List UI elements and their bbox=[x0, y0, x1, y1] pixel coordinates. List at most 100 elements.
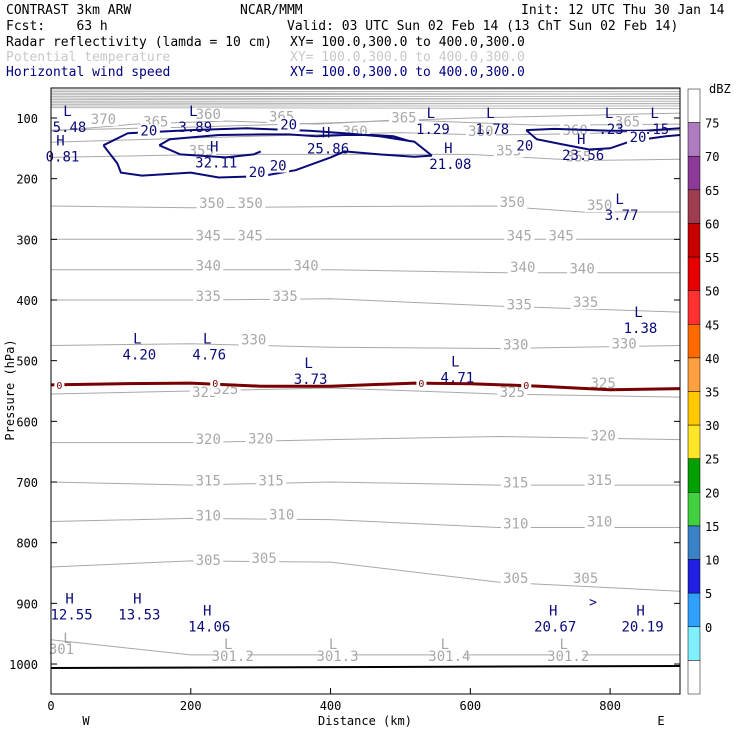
low-marker: L bbox=[63, 104, 71, 120]
high-marker: H bbox=[322, 125, 330, 141]
theta-label: 315 bbox=[587, 473, 612, 489]
theta-label: 345 bbox=[196, 228, 221, 244]
theta-label-bg bbox=[291, 259, 322, 273]
low-marker: L bbox=[133, 332, 141, 348]
theta-label-bg bbox=[193, 229, 224, 243]
theta-label-bg bbox=[266, 508, 297, 522]
x-tick-label: 400 bbox=[320, 699, 342, 713]
y-tick-label: 300 bbox=[16, 233, 38, 247]
header-field-name: Horizontal wind speed bbox=[6, 65, 170, 80]
theta-top-line bbox=[50, 98, 681, 101]
theta-top-line bbox=[50, 93, 681, 96]
y-tick-label: 600 bbox=[16, 415, 38, 429]
extremum-value: .15 bbox=[644, 122, 669, 138]
theta-label: 330 bbox=[611, 336, 636, 352]
header-field-xy: XY= 100.0,300.0 to 400.0,300.0 bbox=[290, 50, 525, 65]
low-marker: L bbox=[203, 332, 211, 348]
colorbar-swatch bbox=[687, 155, 701, 191]
y-tick-label: 800 bbox=[16, 537, 38, 551]
colorbar-swatch bbox=[687, 391, 701, 426]
theta-label-bg bbox=[612, 115, 643, 129]
theta-label: 345 bbox=[507, 228, 532, 244]
extremum-value: 32.11 bbox=[195, 155, 237, 171]
extremum-value: 3.73 bbox=[294, 372, 328, 388]
theta-label-bg bbox=[46, 643, 77, 657]
extremum-value: 1.29 bbox=[416, 122, 450, 138]
theta-label-bg bbox=[196, 197, 227, 211]
x-tick-label: 200 bbox=[180, 699, 202, 713]
theta-label-bg bbox=[186, 144, 217, 158]
theta-contour-365 bbox=[50, 119, 681, 132]
high-marker: H bbox=[203, 603, 211, 619]
low-marker: L bbox=[441, 637, 449, 653]
extremum-value: 21.08 bbox=[429, 157, 471, 173]
extremum-value: 20.19 bbox=[621, 619, 663, 635]
low-marker: L bbox=[559, 637, 567, 653]
colorbar-level: 35 bbox=[705, 386, 719, 400]
theta-label: 330 bbox=[503, 338, 528, 354]
extremum-value: 3.89 bbox=[178, 120, 212, 136]
extrema-markers: L5.48L3.89L1.29L1.78L.23L.15H0.81H32.11H… bbox=[46, 104, 670, 653]
theta-label: 350 bbox=[587, 198, 612, 214]
theta-label-bg bbox=[193, 108, 224, 121]
theta-contour-330 bbox=[50, 343, 681, 350]
colorbar-swatch bbox=[687, 492, 701, 527]
theta-label: 301.2 bbox=[212, 649, 254, 665]
theta-label: 325 bbox=[500, 385, 525, 401]
theta-label-bg bbox=[500, 338, 531, 352]
wind-label-bg bbox=[246, 166, 269, 180]
theta-label-bg bbox=[270, 290, 301, 304]
theta-label-bg bbox=[553, 649, 584, 663]
colorbar-level: 55 bbox=[705, 251, 719, 265]
low-marker: L bbox=[650, 106, 658, 122]
grid-top-band bbox=[50, 88, 681, 110]
low-marker: L bbox=[451, 355, 459, 371]
theta-label-bg bbox=[546, 229, 577, 243]
extremum-value: 20.67 bbox=[534, 619, 576, 635]
freezing-label: 0 bbox=[212, 379, 218, 390]
wind-label: 20 bbox=[630, 130, 647, 146]
theta-label-bg bbox=[245, 432, 276, 446]
theta-label-bg bbox=[434, 649, 465, 663]
colorbar-swatch bbox=[687, 324, 701, 359]
extremum-value: 4.20 bbox=[123, 348, 157, 364]
theta-label-bg bbox=[588, 429, 619, 443]
colorbar-level: 75 bbox=[705, 117, 719, 131]
colorbar-swatch bbox=[687, 290, 701, 325]
theta-label-bg bbox=[322, 649, 353, 663]
theta-label: 340 bbox=[570, 262, 595, 278]
extremum-value: 3.77 bbox=[605, 208, 639, 224]
x-tick-label: 0 bbox=[47, 699, 54, 713]
theta-label: 320 bbox=[248, 432, 273, 448]
y-tick-label: 1000 bbox=[9, 658, 38, 672]
theta-contours bbox=[50, 112, 681, 656]
colorbar-swatch bbox=[687, 626, 701, 661]
theta-label-bg bbox=[570, 296, 601, 310]
theta-label: 355 bbox=[566, 149, 591, 165]
theta-label: 350 bbox=[199, 196, 224, 212]
extremum-value: 25.86 bbox=[307, 141, 349, 157]
extremum-value: 5.48 bbox=[53, 120, 87, 136]
wind-label-bg bbox=[277, 118, 300, 132]
theta-label-bg bbox=[504, 229, 535, 243]
wind-label-bg bbox=[137, 124, 160, 138]
theta-label-bg bbox=[193, 259, 224, 273]
wind-contours bbox=[102, 127, 681, 179]
y-tick-label: 200 bbox=[16, 173, 38, 187]
header-org: NCAR/MMM bbox=[240, 3, 303, 18]
theta-label: 315 bbox=[259, 473, 284, 489]
theta-contour-325 bbox=[50, 387, 681, 398]
theta-contour-335 bbox=[51, 298, 681, 313]
theta-label: 335 bbox=[272, 289, 297, 305]
header-forecast: Fcst: 63 h bbox=[6, 19, 108, 34]
low-marker: L bbox=[615, 192, 623, 208]
theta-contour-305 bbox=[50, 560, 681, 592]
y-tick-label: 400 bbox=[16, 294, 38, 308]
theta-label-bg bbox=[88, 112, 119, 126]
theta-label: 360 bbox=[563, 123, 588, 139]
low-marker: L bbox=[427, 106, 435, 122]
theta-label: 350 bbox=[238, 196, 263, 212]
